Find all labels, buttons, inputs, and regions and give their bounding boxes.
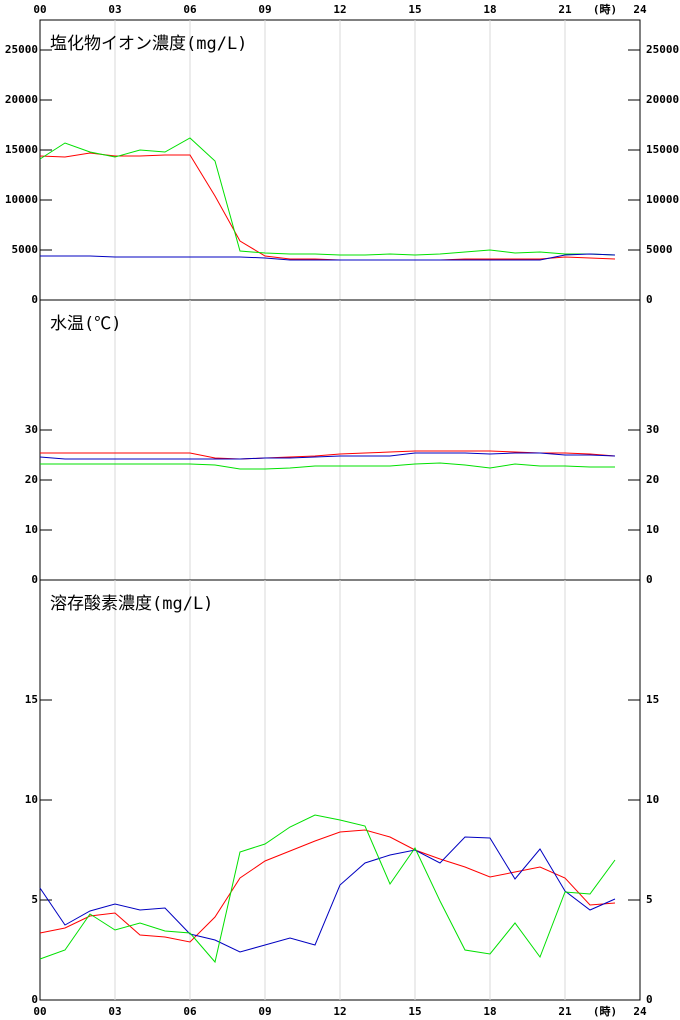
y-tick-label: 20 (646, 473, 659, 486)
y-tick-label: 10 (646, 793, 659, 806)
y-tick-label: 0 (646, 293, 653, 306)
y-tick-label: 30 (646, 423, 659, 436)
y-tick-label: 10 (25, 523, 38, 536)
x-tick-label: 21 (558, 3, 572, 16)
data-line (40, 450, 616, 460)
x-tick-label: 18 (483, 3, 496, 16)
y-tick-label: 5 (646, 893, 653, 906)
y-tick-label: 5000 (646, 243, 673, 256)
x-tick-label: 24 (633, 1005, 647, 1018)
data-line (39, 829, 616, 943)
x-tick-label: 09 (258, 1005, 271, 1018)
x-tick-label: 21 (558, 1005, 572, 1018)
data-line (39, 137, 616, 256)
data-line (40, 253, 616, 261)
y-tick-label: 5000 (12, 243, 39, 256)
x-tick-label: 24 (633, 3, 647, 16)
x-unit-label: (時) (593, 2, 617, 16)
data-line (39, 814, 616, 964)
panel-title: 溶存酸素濃度(mg/L) (50, 594, 213, 614)
y-tick-label: 15000 (646, 143, 679, 156)
y-tick-label: 10 (646, 523, 659, 536)
y-tick-label: 0 (31, 573, 38, 586)
y-tick-label: 10000 (646, 193, 679, 206)
y-tick-label: 0 (31, 293, 38, 306)
panel-title: 塩化物イオン濃度(mg/L) (50, 34, 247, 54)
x-tick-label: 12 (333, 1005, 346, 1018)
panel-title: 水温(℃) (50, 314, 121, 334)
y-tick-label: 0 (31, 993, 38, 1006)
x-tick-label: 09 (258, 3, 271, 16)
x-tick-label: 12 (333, 3, 346, 16)
y-tick-label: 10000 (5, 193, 38, 206)
y-tick-label: 15000 (5, 143, 38, 156)
x-tick-label: 00 (33, 1005, 46, 1018)
data-line (40, 462, 615, 470)
y-tick-label: 20000 (5, 93, 38, 106)
data-line (39, 452, 616, 460)
y-tick-label: 20000 (646, 93, 679, 106)
y-tick-label: 25000 (5, 43, 38, 56)
x-unit-label: (時) (593, 1004, 617, 1018)
y-tick-label: 25000 (646, 43, 679, 56)
y-tick-label: 15 (646, 693, 659, 706)
x-tick-label: 03 (108, 3, 121, 16)
x-tick-label: 06 (183, 3, 197, 16)
y-tick-label: 0 (646, 573, 653, 586)
data-line (39, 836, 616, 953)
x-tick-label: 03 (108, 1005, 121, 1018)
y-tick-label: 0 (646, 993, 653, 1006)
y-tick-label: 20 (25, 473, 38, 486)
y-tick-label: 10 (25, 793, 38, 806)
x-tick-label: 06 (183, 1005, 197, 1018)
x-tick-label: 15 (408, 3, 421, 16)
y-tick-label: 30 (25, 423, 38, 436)
y-tick-label: 15 (25, 693, 38, 706)
x-tick-label: 00 (33, 3, 46, 16)
x-tick-label: 15 (408, 1005, 421, 1018)
data-line (39, 152, 616, 261)
y-tick-label: 5 (31, 893, 38, 906)
x-tick-label: 18 (483, 1005, 496, 1018)
